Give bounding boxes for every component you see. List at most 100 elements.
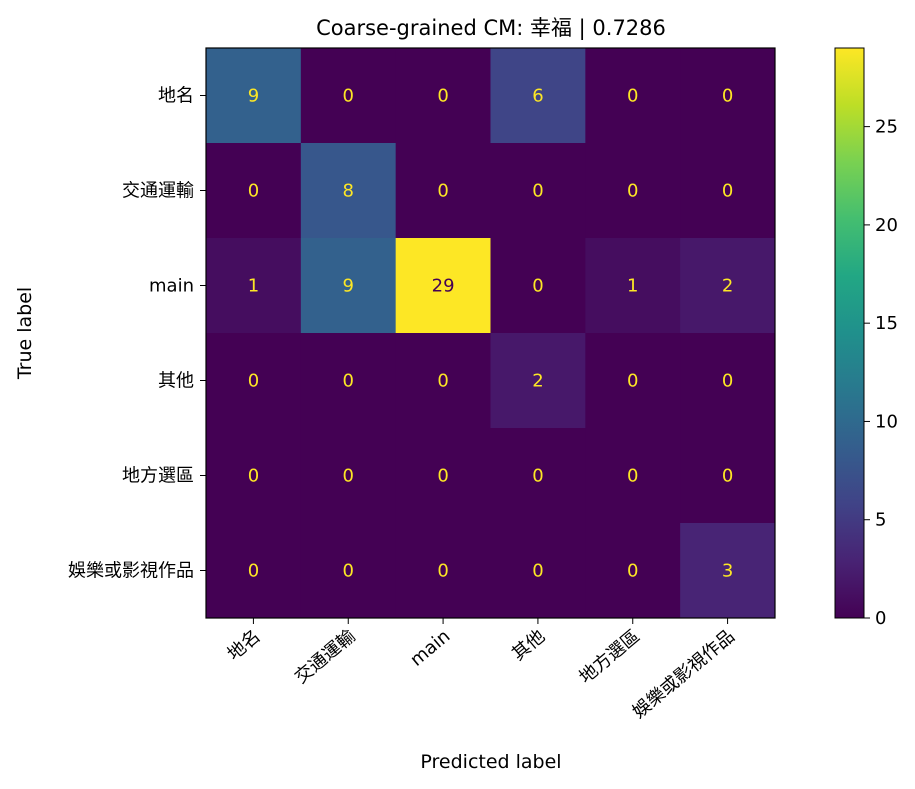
- cell-value-label: 1: [248, 276, 259, 297]
- cell-value-label: 29: [432, 276, 455, 297]
- cell-value-label: 0: [627, 561, 638, 582]
- heatmap-cell: [680, 428, 776, 524]
- y-tick-label: main: [149, 276, 194, 297]
- heatmap-cell: [300, 428, 397, 524]
- colorbar-tick-label: 10: [875, 411, 898, 432]
- cell-value-label: 0: [532, 276, 543, 297]
- heatmap-cell: [300, 48, 397, 144]
- cell-value-label: 1: [627, 276, 638, 297]
- cell-value-label: 0: [343, 371, 354, 392]
- x-tick-label: 娛樂或影視作品: [629, 626, 739, 723]
- cell-value-label: 0: [627, 371, 638, 392]
- heatmap-cell: [585, 48, 681, 144]
- cell-value-label: 0: [343, 561, 354, 582]
- heatmap-cell: [585, 143, 681, 239]
- heatmap-cell: [680, 48, 776, 144]
- cell-value-label: 2: [532, 371, 543, 392]
- cell-value-label: 0: [437, 181, 448, 202]
- chart-title: Coarse-grained CM: 幸福 | 0.7286: [316, 16, 666, 41]
- heatmap-cell: [300, 238, 397, 334]
- heatmap-cell: [395, 428, 491, 524]
- cell-value-label: 0: [248, 561, 259, 582]
- colorbar-tick-label: 25: [875, 117, 898, 138]
- cell-value-label: 0: [437, 466, 448, 487]
- heatmap-cell: [680, 238, 776, 334]
- heatmap-cell: [300, 523, 397, 619]
- cell-value-label: 0: [532, 466, 543, 487]
- heatmap-cell: [490, 428, 586, 524]
- y-tick-label: 娛樂或影視作品: [68, 561, 194, 582]
- y-tick-label: 地方選區: [122, 466, 194, 487]
- heatmap-cell: [585, 238, 681, 334]
- cell-value-label: 0: [532, 561, 543, 582]
- x-tick-label: 地方選區: [575, 626, 644, 688]
- x-tick-label: main: [406, 626, 454, 671]
- heatmap-cell: [395, 143, 491, 239]
- cell-value-label: 0: [343, 466, 354, 487]
- x-tick-label: 交通運輸: [291, 626, 360, 688]
- cell-value-label: 9: [343, 276, 354, 297]
- x-tick-label: 其他: [508, 626, 549, 665]
- heatmap-cell: [585, 523, 681, 619]
- heatmap-cell: [490, 238, 586, 334]
- heatmap-cell: [490, 333, 586, 429]
- y-tick-label: 交通運輸: [122, 181, 194, 202]
- cell-value-label: 0: [248, 181, 259, 202]
- cell-value-label: 0: [722, 371, 733, 392]
- x-tick-label: 地名: [224, 626, 265, 665]
- heatmap-cell: [490, 143, 586, 239]
- heatmap-cell: [206, 428, 302, 524]
- heatmap-cell-labels: 9 0 0 6 0 0 0 8 0 0 0 0 1 9 29 0 1 2 0 0 0 2 0 0 0 0 0 0 0 0 0 0 0 0 0 3: [248, 86, 734, 582]
- heatmap-cell: [490, 48, 586, 144]
- cell-value-label: 0: [248, 466, 259, 487]
- cell-value-label: 6: [532, 86, 543, 107]
- heatmap-cell: [206, 48, 302, 144]
- y-tick-label: 其他: [158, 371, 194, 392]
- heatmap-cell: [206, 523, 302, 619]
- cell-value-label: 8: [343, 181, 354, 202]
- heatmap-cell: [300, 333, 397, 429]
- heatmap-cell: [300, 143, 397, 239]
- cell-value-label: 0: [722, 181, 733, 202]
- cell-value-label: 0: [722, 86, 733, 107]
- heatmap-cell: [585, 333, 681, 429]
- heatmap-cell: [585, 428, 681, 524]
- x-axis-label: Predicted label: [420, 751, 561, 773]
- colorbar: [834, 47, 865, 619]
- cell-value-label: 0: [627, 86, 638, 107]
- cell-value-label: 0: [437, 371, 448, 392]
- heatmap-cell: [206, 238, 302, 334]
- heatmap-cell: [680, 523, 776, 619]
- heatmap-cell: [680, 333, 776, 429]
- cell-value-label: 0: [437, 86, 448, 107]
- colorbar-tick-label: 20: [875, 215, 898, 236]
- heatmap-cell: [395, 333, 491, 429]
- colorbar-tick-label: 5: [875, 510, 886, 531]
- heatmap-cell: [206, 143, 302, 239]
- colorbar-tick-label: 0: [875, 608, 886, 629]
- heatmap-cell: [395, 48, 491, 144]
- cell-value-label: 0: [343, 86, 354, 107]
- heatmap-cell: [395, 523, 491, 619]
- heatmap-cell: [680, 143, 776, 239]
- cell-value-label: 2: [722, 276, 733, 297]
- cell-value-label: 0: [248, 371, 259, 392]
- cell-value-label: 3: [722, 561, 733, 582]
- cell-value-label: 0: [532, 181, 543, 202]
- plot-frame: [205, 47, 776, 619]
- y-axis-label: True label: [14, 287, 36, 380]
- cell-value-label: 9: [248, 86, 259, 107]
- heatmap-cells: [206, 48, 776, 619]
- colorbar-ticks: 0 5 10 15 20 25: [864, 117, 898, 629]
- cell-value-label: 0: [437, 561, 448, 582]
- cell-value-label: 0: [722, 466, 733, 487]
- cell-value-label: 0: [627, 181, 638, 202]
- heatmap-cell: [206, 333, 302, 429]
- cell-value-label: 0: [627, 466, 638, 487]
- heatmap-cell: [395, 238, 491, 334]
- colorbar-tick-label: 15: [875, 313, 898, 334]
- y-tick-label: 地名: [158, 86, 194, 107]
